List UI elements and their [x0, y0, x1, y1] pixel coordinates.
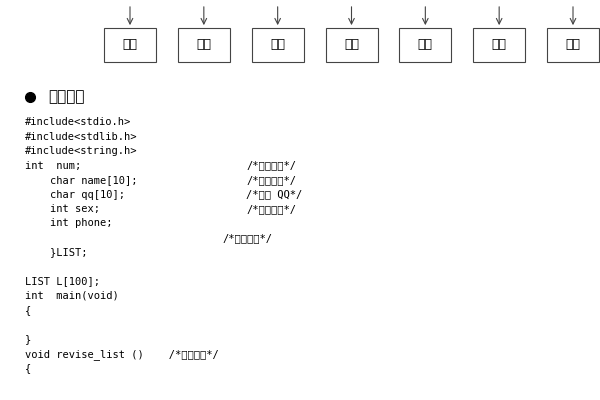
Text: }LIST;: }LIST; — [25, 248, 88, 258]
Text: LIST L[100];: LIST L[100]; — [25, 276, 100, 286]
Bar — [251, 28, 304, 62]
Text: 创建: 创建 — [122, 38, 137, 52]
Text: }: } — [25, 334, 31, 344]
Text: int sex;: int sex; — [25, 204, 100, 214]
Bar — [325, 28, 377, 62]
Text: 保存: 保存 — [566, 38, 581, 52]
Bar — [547, 28, 599, 62]
Text: /*学生 QQ*/: /*学生 QQ*/ — [246, 190, 302, 200]
Text: char name[10];: char name[10]; — [25, 175, 137, 185]
Bar — [104, 28, 156, 62]
Text: 插入: 插入 — [418, 38, 433, 52]
Text: /*学生姓名*/: /*学生姓名*/ — [246, 175, 296, 185]
Text: 删除: 删除 — [270, 38, 285, 52]
Text: 列出: 列出 — [491, 38, 506, 52]
Text: 修改: 修改 — [344, 38, 359, 52]
Bar — [400, 28, 451, 62]
Text: #include<stdlib.h>: #include<stdlib.h> — [25, 132, 137, 142]
Text: #include<stdio.h>: #include<stdio.h> — [25, 117, 131, 127]
Text: /*学生电话*/: /*学生电话*/ — [222, 233, 272, 243]
Text: void revise_list ()    /*修改数组*/: void revise_list () /*修改数组*/ — [25, 349, 219, 360]
Bar — [473, 28, 525, 62]
Text: char qq[10];: char qq[10]; — [25, 190, 125, 200]
Text: int  main(void): int main(void) — [25, 291, 119, 301]
Text: int phone;: int phone; — [25, 218, 113, 228]
Text: /*学生性别*/: /*学生性别*/ — [246, 204, 296, 214]
Bar — [178, 28, 230, 62]
Text: {: { — [25, 364, 31, 374]
Text: 查找: 查找 — [196, 38, 211, 52]
Text: /*学生学号*/: /*学生学号*/ — [246, 160, 296, 170]
Text: {: { — [25, 306, 31, 316]
Text: 主体轮廓: 主体轮廓 — [48, 90, 85, 104]
Text: #include<string.h>: #include<string.h> — [25, 146, 137, 156]
Text: int  num;: int num; — [25, 160, 81, 170]
